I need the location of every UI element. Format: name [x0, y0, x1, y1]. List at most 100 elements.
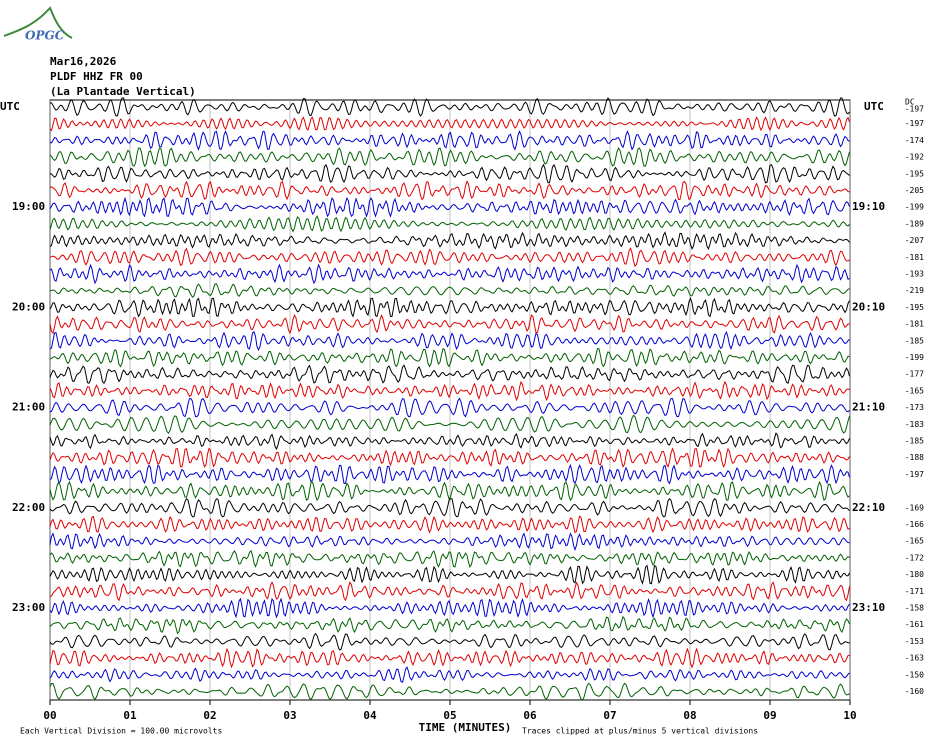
- trace: [49, 549, 850, 568]
- trace: [49, 515, 850, 534]
- x-tick-label: 03: [283, 709, 296, 722]
- trace: [49, 564, 850, 585]
- trace: [49, 581, 850, 602]
- trace: [49, 215, 850, 233]
- right-time-label: 22:10: [852, 501, 885, 514]
- dc-offset: -160: [905, 687, 924, 696]
- dc-offset: -169: [905, 503, 924, 512]
- dc-offset: -189: [905, 219, 924, 228]
- dc-header: DC: [905, 98, 915, 107]
- dc-offset: -166: [905, 520, 924, 529]
- dc-offset: -171: [905, 587, 924, 596]
- right-time-label: 21:10: [852, 401, 885, 414]
- dc-offset: -163: [905, 654, 924, 663]
- x-tick-label: 10: [843, 709, 856, 722]
- x-tick-label: 07: [603, 709, 616, 722]
- dc-offset: -197: [905, 119, 924, 128]
- dc-offset: -193: [905, 270, 924, 279]
- right-time-label: 23:10: [852, 601, 885, 614]
- left-time-label: 19:00: [12, 200, 45, 213]
- x-tick-label: 09: [763, 709, 776, 722]
- trace: [49, 498, 850, 518]
- trace: [49, 397, 850, 418]
- trace: [49, 180, 850, 201]
- logo-mark: [3, 6, 73, 39]
- left-time-label: 21:00: [12, 401, 45, 414]
- dc-offset: -195: [905, 169, 924, 178]
- trace: [49, 296, 850, 318]
- dc-offset: -195: [905, 303, 924, 312]
- right-time-label: 20:10: [852, 300, 885, 313]
- dc-offset: -197: [905, 470, 924, 479]
- dc-offset: -181: [905, 320, 924, 329]
- trace: [49, 447, 850, 469]
- date: Mar16,2026: [50, 55, 117, 68]
- trace: [49, 615, 850, 635]
- dc-offset: -199: [905, 353, 924, 362]
- trace: [49, 463, 850, 485]
- dc-offset: -150: [905, 670, 924, 679]
- x-tick-label: 02: [203, 709, 216, 722]
- trace: [49, 532, 850, 552]
- dc-offset: -174: [905, 136, 924, 145]
- left-header: UTC: [0, 100, 20, 113]
- trace: [49, 330, 850, 351]
- trace: [49, 196, 850, 218]
- scale-note: Each Vertical Division = 100.00 microvol…: [20, 727, 222, 736]
- dc-offset: -188: [905, 453, 924, 462]
- dc-offset: -158: [905, 604, 924, 613]
- right-header: UTC: [864, 100, 884, 113]
- x-tick-label: 04: [363, 709, 377, 722]
- x-tick-label: 00: [43, 709, 56, 722]
- dc-offset: -219: [905, 286, 924, 295]
- dc-offset: -173: [905, 403, 924, 412]
- dc-offset: -165: [905, 386, 924, 395]
- trace: [49, 414, 850, 434]
- left-time-label: 22:00: [12, 501, 45, 514]
- trace: [49, 380, 850, 402]
- trace: [49, 682, 850, 701]
- dc-offset: -207: [905, 236, 924, 245]
- left-time-label: 20:00: [12, 300, 45, 313]
- x-tick-label: 01: [123, 709, 137, 722]
- trace: [49, 666, 850, 684]
- trace: [49, 163, 850, 184]
- x-tick-label: 05: [443, 709, 456, 722]
- dc-offset: -185: [905, 336, 924, 345]
- right-time-label: 19:10: [852, 200, 885, 213]
- trace: [49, 263, 850, 285]
- trace: [49, 283, 850, 298]
- station: PLDF HHZ FR 00: [50, 70, 143, 83]
- dc-offset: -185: [905, 437, 924, 446]
- dc-offset: -205: [905, 186, 924, 195]
- dc-offset: -153: [905, 637, 924, 646]
- trace: [49, 147, 850, 168]
- trace: [49, 347, 850, 368]
- trace: [49, 597, 850, 619]
- dc-offset: -181: [905, 253, 924, 262]
- dc-offset: -177: [905, 370, 924, 379]
- dc-offset: -183: [905, 420, 924, 429]
- trace: [49, 231, 850, 251]
- trace: [49, 432, 850, 451]
- dc-offset: -192: [905, 153, 924, 162]
- station-name: (La Plantade Vertical): [50, 85, 196, 98]
- dc-offset: -161: [905, 620, 924, 629]
- dc-offset: -199: [905, 203, 924, 212]
- trace: [49, 97, 850, 117]
- dc-offset: -180: [905, 570, 924, 579]
- x-axis-label: TIME (MINUTES): [419, 721, 512, 734]
- x-tick-label: 08: [683, 709, 696, 722]
- trace: [49, 632, 850, 651]
- left-time-label: 23:00: [12, 601, 45, 614]
- dc-offset: -197: [905, 105, 924, 114]
- trace: [49, 247, 850, 268]
- trace: [49, 313, 850, 335]
- trace: [49, 480, 850, 502]
- trace: [49, 647, 850, 669]
- trace: [49, 130, 850, 151]
- dc-offset: -172: [905, 553, 924, 562]
- trace: [49, 364, 850, 385]
- dc-offset: -165: [905, 537, 924, 546]
